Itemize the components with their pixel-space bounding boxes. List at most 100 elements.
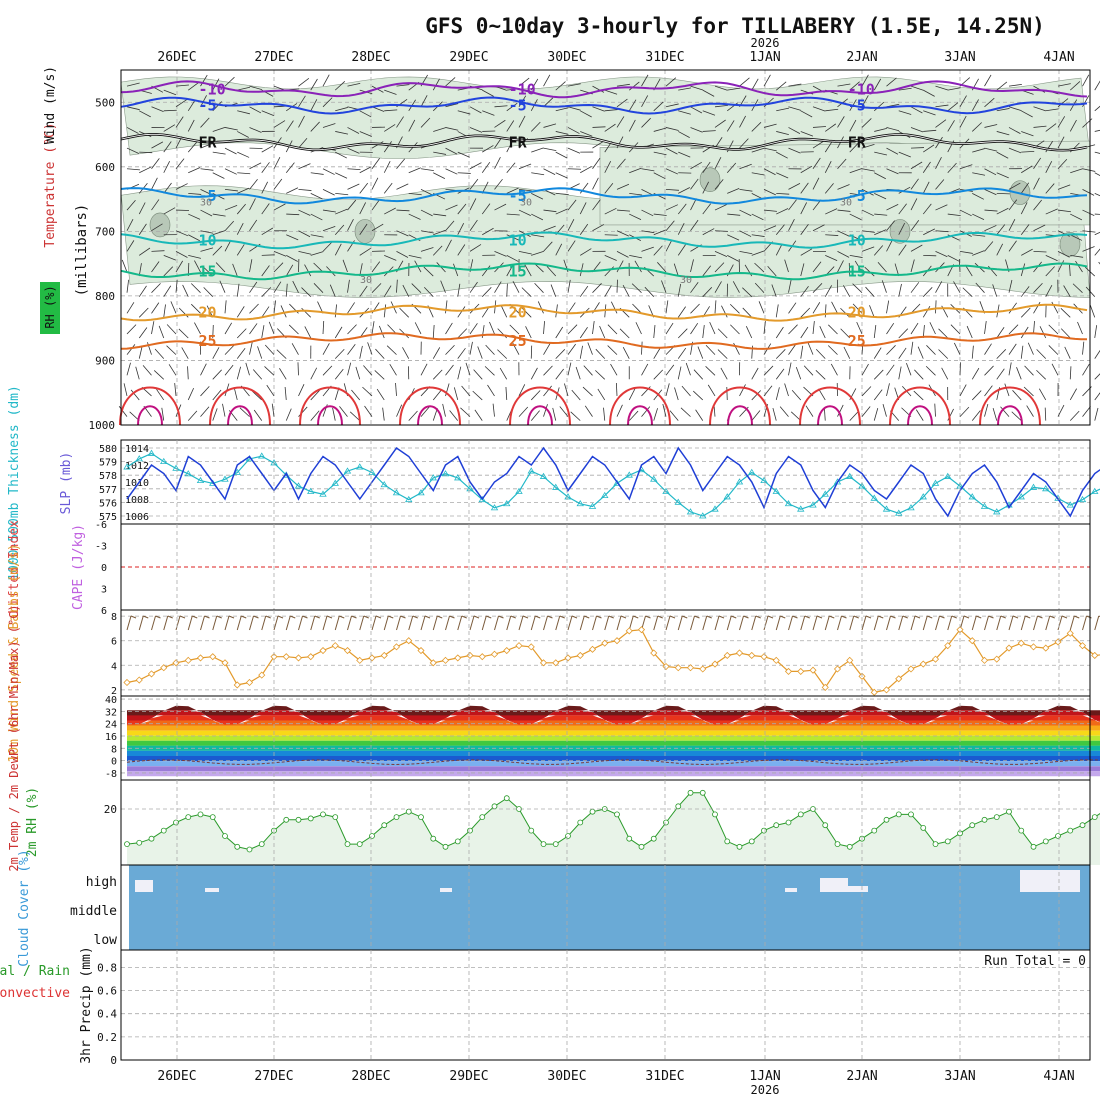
- surface-wind-barb-flag: [1061, 615, 1068, 619]
- wind-barb: [861, 209, 874, 217]
- wind-barb: [616, 136, 624, 149]
- wind-barb: [726, 162, 737, 174]
- warm-contour-inner: [727, 405, 753, 426]
- wind-barb: [433, 127, 446, 132]
- wind-barb: [788, 127, 801, 134]
- isotherm-line: [120, 80, 1088, 99]
- wind-barb: [959, 209, 972, 217]
- surface-wind-barb: [445, 615, 450, 631]
- wind-barb: [469, 341, 473, 355]
- wind-barb: [126, 279, 129, 293]
- wind-barb: [751, 213, 764, 221]
- date-label-top: 27DEC: [254, 50, 293, 65]
- wind-barb: [465, 362, 471, 376]
- wind-barb: [151, 177, 158, 190]
- wind-barb: [347, 302, 355, 314]
- date-label-top: 3JAN: [944, 50, 975, 65]
- date-label-bottom: 27DEC: [254, 1069, 293, 1084]
- wind-barb: [543, 321, 545, 335]
- wind-speed-marker: [1066, 629, 1074, 637]
- rh2m-marker: [895, 811, 902, 818]
- wind-barb: [182, 284, 189, 297]
- wind-speed-marker: [980, 656, 989, 664]
- wind-barb: [580, 131, 593, 137]
- warm-contour-loop: [509, 386, 571, 426]
- temperature-band: [127, 771, 1100, 777]
- wind-barb: [873, 407, 879, 421]
- wind-barb: [555, 243, 563, 256]
- wind-barb: [492, 403, 495, 417]
- wind-barb: [126, 168, 140, 171]
- wind-barb: [433, 213, 447, 217]
- wind-barb: [616, 116, 625, 128]
- wind-barb: [460, 407, 471, 417]
- wind-speed-marker: [319, 646, 327, 655]
- wind-barb: [898, 283, 902, 297]
- wind-barb: [616, 404, 623, 417]
- wind-speed-marker: [1091, 651, 1099, 660]
- rh2m-marker: [932, 841, 939, 847]
- wind-barb: [1094, 349, 1100, 359]
- wind-barb: [579, 285, 589, 297]
- wind-barb: [1033, 301, 1041, 314]
- wind-barb: [200, 143, 213, 149]
- warm-contour-loop: [979, 386, 1041, 426]
- surface-wind-barb: [861, 615, 867, 631]
- wind-barb: [371, 223, 384, 232]
- wind-barb: [1094, 129, 1100, 132]
- wind-barb: [543, 385, 552, 397]
- wind-barb: [714, 300, 717, 314]
- wind-barb: [485, 344, 495, 355]
- wind-barb: [758, 301, 765, 314]
- slp-tick-label: 1014: [125, 444, 149, 455]
- wind-barb: [657, 262, 667, 273]
- wind-barb: [1072, 283, 1083, 293]
- wind-barb: [334, 81, 346, 91]
- wind-barb: [552, 407, 557, 421]
- wind-barb: [236, 366, 242, 380]
- wind-barb: [1057, 260, 1065, 273]
- wind-barb: [922, 325, 925, 339]
- wind-barb: [922, 305, 931, 318]
- wind-barb: [163, 207, 176, 215]
- surface-wind-barb: [151, 615, 156, 631]
- wind-barb: [947, 102, 959, 112]
- wind-barb: [910, 244, 923, 252]
- wind-speed-marker: [380, 651, 388, 660]
- wind-tick-label: 2: [111, 686, 117, 697]
- thickness-marker: [650, 475, 658, 482]
- wind-speed-marker: [809, 666, 817, 674]
- wind-barb: [910, 259, 915, 273]
- rh-patch-dark: [354, 219, 376, 244]
- surface-wind-barb-flag: [951, 615, 957, 619]
- wind-barb: [677, 328, 688, 339]
- rh2m-marker: [430, 835, 437, 842]
- wind-barb: [1082, 406, 1091, 417]
- wind-barb: [634, 260, 642, 273]
- wind-barb: [641, 74, 649, 87]
- date-label-bottom: 28DEC: [351, 1069, 390, 1084]
- wind-barb: [702, 181, 710, 194]
- wind-barb: [729, 303, 740, 314]
- rh2m-marker: [993, 814, 1000, 820]
- thickness-marker: [686, 508, 695, 515]
- wind-barb: [335, 131, 349, 135]
- wind-barb: [629, 213, 642, 221]
- wind-barb: [126, 362, 131, 376]
- wind-speed-marker: [870, 688, 878, 696]
- surface-wind-barb: [812, 615, 818, 631]
- thickness-tick-label: 579: [99, 458, 117, 469]
- wind-barb: [567, 324, 578, 335]
- wind-barb: [298, 115, 305, 128]
- wind-barb: [854, 260, 863, 273]
- wind-barb: [616, 260, 624, 273]
- wind-barb: [271, 403, 275, 417]
- surface-wind-barb: [212, 615, 218, 631]
- wind-barb: [1008, 84, 1022, 87]
- wind-barb: [200, 230, 214, 234]
- rh2m-area: [127, 792, 1100, 865]
- surface-wind-barb-flag: [706, 615, 712, 619]
- wind-barb: [874, 213, 888, 216]
- thickness-marker: [993, 508, 1001, 515]
- wind-barb: [163, 109, 177, 112]
